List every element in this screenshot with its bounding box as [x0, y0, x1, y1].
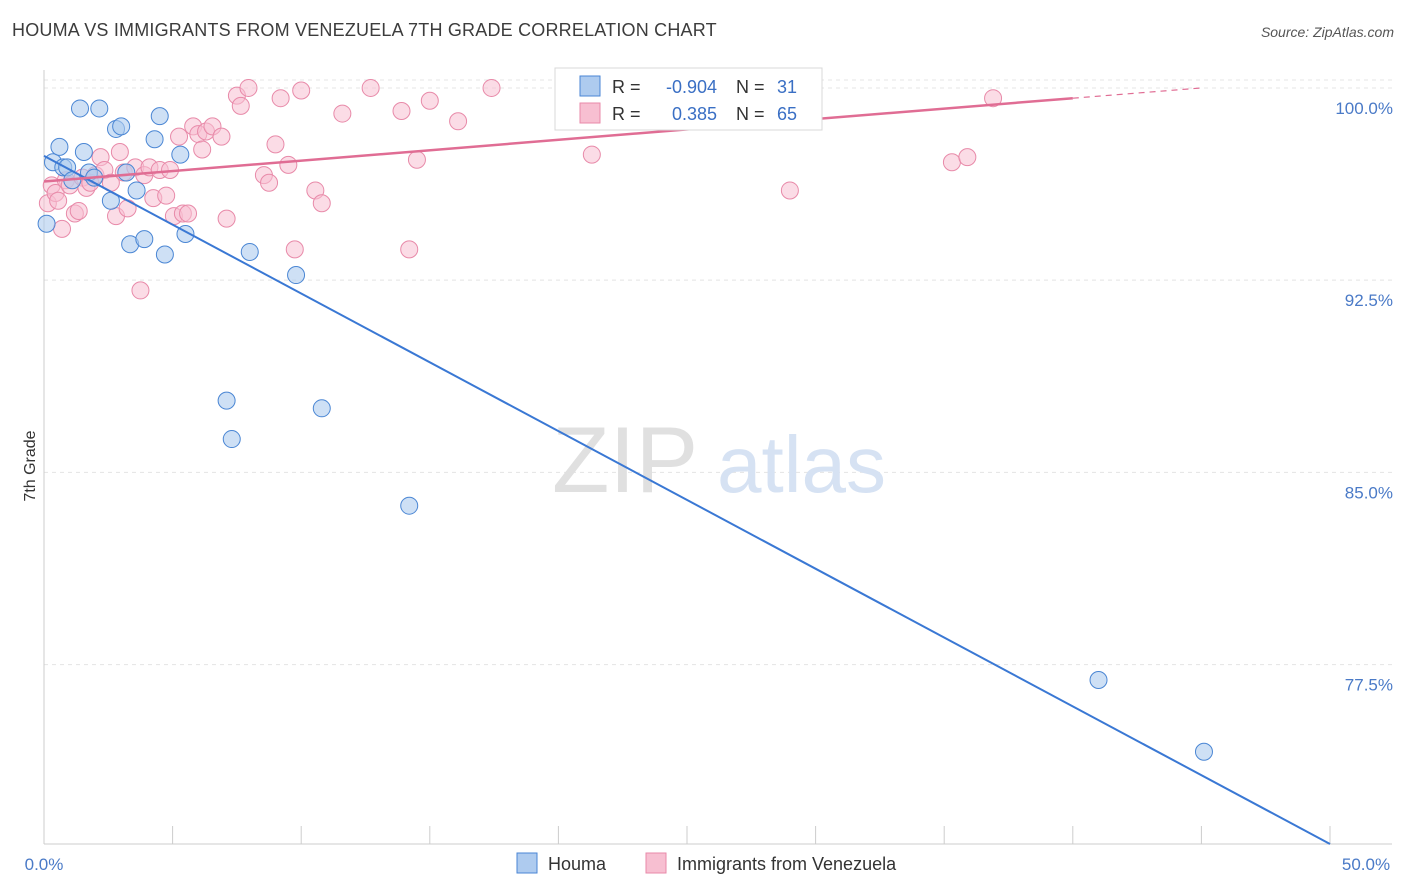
stats-legend-box: R = -0.904 N = 31 R = 0.385 N = 65 [554, 67, 823, 131]
x-tick-label: 50.0% [1342, 855, 1390, 874]
grid-lines [44, 79, 1392, 666]
series-legend: Houma Immigrants from Venezuela [516, 852, 897, 874]
legend-label-venezuela: Immigrants from Venezuela [677, 854, 897, 874]
venezuela-point [279, 155, 298, 174]
chart-title: HOUMA VS IMMIGRANTS FROM VENEZUELA 7TH G… [12, 20, 717, 40]
venezuela-point [212, 127, 231, 146]
houma-point [127, 181, 146, 200]
venezuela-point [400, 240, 419, 259]
houma-point [150, 107, 169, 126]
stats-r-value-venezuela: 0.385 [672, 104, 717, 124]
houma-point [222, 430, 241, 449]
legend-swatch-venezuela [645, 852, 667, 874]
trend-lines [43, 87, 1331, 845]
venezuela-point [193, 140, 212, 159]
watermark-atlas: atlas [717, 420, 886, 509]
venezuela-point [582, 145, 601, 164]
venezuela-point [312, 194, 331, 213]
venezuela-point [69, 201, 88, 220]
houma-trend-line [43, 154, 1331, 845]
venezuela-point [131, 281, 150, 300]
venezuela-point [482, 78, 501, 97]
venezuela-point [260, 173, 279, 192]
x-tick-label: 0.0% [25, 855, 64, 874]
stats-r-label-venezuela: R = [612, 104, 641, 124]
houma-point [400, 496, 419, 515]
y-axis-label: 7th Grade [22, 430, 39, 501]
venezuela-point [217, 209, 236, 228]
houma-point [90, 99, 109, 118]
houma-point [287, 266, 306, 285]
y-tick-label: 77.5% [1345, 676, 1393, 695]
venezuela-point [780, 181, 799, 200]
venezuela-point [118, 199, 137, 218]
venezuela-point [53, 219, 72, 238]
venezuela-point [407, 150, 426, 169]
venezuela-point [420, 91, 439, 110]
venezuela-point [49, 191, 68, 210]
venezuela-point [266, 135, 285, 154]
y-tick-label: 92.5% [1345, 291, 1393, 310]
source-credit: Source: ZipAtlas.com [1260, 24, 1394, 40]
houma-point [71, 99, 90, 118]
stats-r-value-houma: -0.904 [666, 77, 717, 97]
houma-point [240, 242, 259, 261]
houma-point [135, 230, 154, 249]
venezuela-point [333, 104, 352, 123]
tick-labels: 77.5% 85.0% 92.5% 100.0% 0.0% 50.0% [25, 99, 1393, 874]
venezuela-point [361, 78, 380, 97]
venezuela-point [179, 204, 198, 223]
venezuela-point [110, 143, 129, 162]
houma-point [112, 117, 131, 136]
houma-point [312, 399, 331, 418]
y-tick-label: 85.0% [1345, 483, 1393, 502]
houma-point [217, 391, 236, 410]
venezuela-point [984, 89, 1003, 108]
stats-n-value-venezuela: 65 [777, 104, 797, 124]
houma-point [1089, 670, 1108, 689]
houma-point [155, 245, 174, 264]
houma-point [50, 137, 69, 156]
y-tick-label: 100.0% [1335, 99, 1393, 118]
venezuela-point [449, 112, 468, 131]
venezuela-point [239, 78, 258, 97]
stats-swatch-houma [579, 75, 601, 97]
venezuela-point [231, 96, 250, 115]
houma-point [145, 130, 164, 149]
zipatlas-watermark: ZIP atlas [552, 407, 886, 512]
houma-point [37, 214, 56, 233]
stats-swatch-venezuela [579, 102, 601, 124]
houma-point [171, 145, 190, 164]
venezuela-point [157, 186, 176, 205]
venezuela-point [170, 127, 189, 146]
houma-point [1194, 742, 1213, 761]
venezuela-point [392, 102, 411, 121]
legend-swatch-houma [516, 852, 538, 874]
venezuela-point [942, 153, 961, 172]
houma-point [74, 143, 93, 162]
stats-n-label-houma: N = [736, 77, 765, 97]
venezuela-trend-line [43, 96, 1073, 183]
series-venezuela-points [38, 78, 1003, 300]
venezuela-point [958, 148, 977, 167]
stats-n-label-venezuela: N = [736, 104, 765, 124]
stats-r-label-houma: R = [612, 77, 641, 97]
venezuela-point [285, 240, 304, 259]
houma-point [117, 163, 136, 182]
watermark-zip: ZIP [552, 407, 698, 512]
venezuela-point [271, 89, 290, 108]
legend-label-houma: Houma [548, 854, 607, 874]
stats-n-value-houma: 31 [777, 77, 797, 97]
venezuela-point [292, 81, 311, 100]
venezuela-trend-extension [1072, 87, 1202, 99]
